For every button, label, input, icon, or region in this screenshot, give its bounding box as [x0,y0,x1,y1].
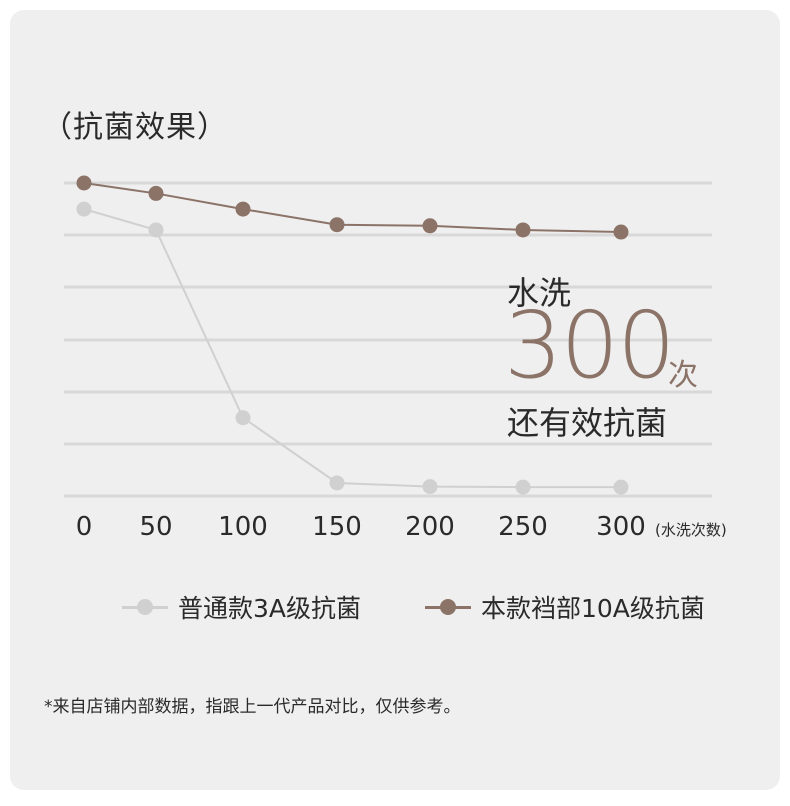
callout-effect-label: 还有效抗菌 [507,404,668,442]
point-standard-50 [148,222,164,238]
footnote: *来自店铺内部数据，指跟上一代产品对比，仅供参考。 [44,697,461,717]
chart-title: （抗菌效果） [42,110,228,145]
point-premium-100 [235,201,251,217]
chart-card [10,10,780,790]
x-tick-label: 100 [218,512,268,542]
point-standard-200 [422,479,438,495]
point-standard-100 [235,410,251,426]
x-tick-label: 50 [139,512,173,542]
x-tick-label: 0 [75,512,93,542]
legend-swatch-standard [122,597,168,617]
legend-label-standard: 普通款3A级抗菌 [178,594,362,623]
point-premium-50 [148,185,164,201]
point-standard-300 [613,479,629,495]
x-tick-label: 150 [312,512,362,542]
x-axis-unit: (水洗次数) [655,521,727,539]
series-line-premium [83,182,622,234]
point-premium-300 [613,224,629,240]
legend-swatch-premium [425,597,471,617]
callout-wash-label: 水洗 [507,274,572,312]
callout-unit: 次 [668,358,698,393]
legend-item-premium: 本款裆部10A级抗菌 [425,590,705,624]
point-premium-200 [422,218,438,234]
point-premium-150 [329,217,345,233]
point-premium-0 [76,175,92,191]
point-standard-250 [515,479,531,495]
point-standard-150 [329,475,345,491]
point-standard-0 [76,201,92,217]
x-tick-label: 250 [498,512,548,542]
x-tick-label: 200 [405,512,455,542]
legend-item-standard: 普通款3A级抗菌 [122,590,361,624]
x-tick-label: 300 [596,512,646,542]
point-premium-250 [515,222,531,238]
legend-label-premium: 本款裆部10A级抗菌 [481,594,705,623]
callout-number: 300 [504,292,676,399]
